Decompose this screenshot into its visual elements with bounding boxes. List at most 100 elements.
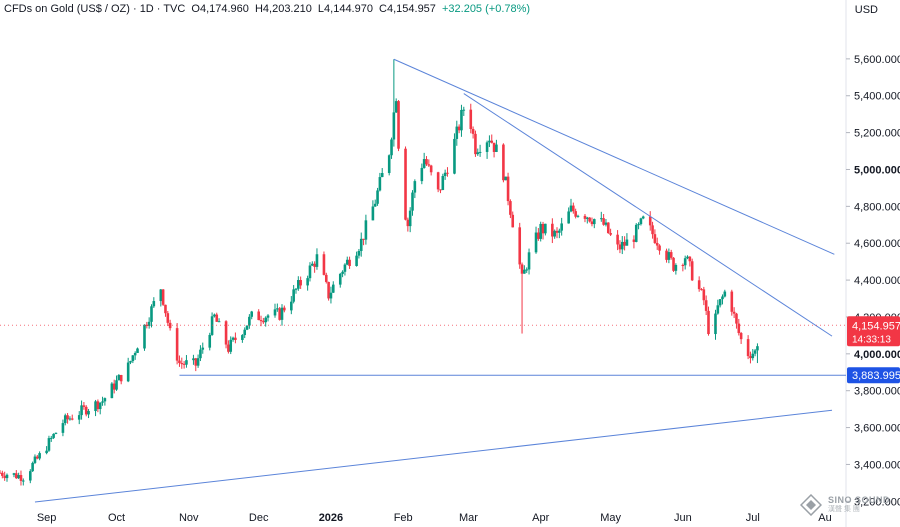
candle-body: [329, 292, 333, 299]
y-tick-label: 5,200.000: [854, 128, 900, 140]
open-letter: O: [191, 3, 200, 15]
candle-body: [87, 411, 90, 415]
candle-body: [583, 215, 587, 219]
candle-body: [31, 462, 34, 472]
candle-body: [690, 261, 694, 281]
candle-body: [688, 256, 692, 262]
candle-body: [716, 305, 720, 314]
candle-body: [264, 317, 267, 323]
x-tick-label: Nov: [179, 512, 199, 524]
candle-body: [639, 218, 643, 225]
candle-body: [119, 374, 123, 382]
candle-body: [136, 348, 139, 353]
candle-body: [574, 211, 577, 217]
candle-body: [178, 360, 181, 364]
candle-body: [397, 101, 400, 149]
candle-body: [308, 265, 312, 279]
candle-body: [714, 313, 717, 335]
candle-body: [537, 232, 540, 239]
candle-body: [63, 415, 67, 424]
candle-body: [112, 383, 116, 390]
candle-body: [168, 322, 172, 329]
open-value: 4,174.960: [199, 3, 249, 15]
candle-body: [241, 335, 244, 340]
x-tick-label: Jul: [746, 512, 760, 524]
watermark-sub: 漢聲 集 團: [828, 506, 860, 513]
candle-body: [683, 258, 687, 266]
candle-body: [310, 263, 314, 266]
candle-body: [215, 314, 219, 322]
candle-body: [299, 280, 302, 286]
candle-body: [553, 230, 556, 237]
candle-body: [15, 473, 18, 479]
candle-body: [658, 245, 661, 251]
countdown-label: 14:33:13: [852, 334, 891, 345]
candle-body: [735, 313, 738, 324]
current-price-label: 4,154.957: [852, 320, 900, 332]
candle-body: [294, 288, 298, 290]
high-letter: H: [254, 3, 263, 15]
candle-body: [101, 401, 104, 403]
x-tick-label: Sep: [37, 512, 57, 524]
candle-body: [674, 264, 678, 271]
candle-body: [313, 263, 316, 267]
candle-body: [511, 214, 515, 228]
candle-body: [485, 142, 489, 152]
currency-label[interactable]: USD: [854, 4, 878, 16]
candle-body: [408, 210, 412, 227]
candle-body: [213, 314, 216, 317]
y-tick-label: 4,000.000: [854, 349, 900, 361]
candle-body: [5, 474, 9, 479]
candle-body: [394, 101, 398, 113]
y-tick-label: 4,400.000: [854, 275, 900, 287]
candle-body: [259, 320, 263, 322]
candle-body: [208, 334, 212, 348]
y-tick-label: 3,600.000: [854, 423, 900, 435]
candle-body: [681, 264, 685, 266]
candle-body: [1, 472, 4, 476]
candle-body: [520, 264, 524, 274]
candle-body: [290, 301, 293, 311]
candle-body: [753, 350, 757, 354]
candle-body: [439, 189, 442, 191]
candle-body: [406, 219, 410, 227]
candle-body: [315, 254, 319, 267]
candle-body: [143, 324, 146, 349]
candle-body: [292, 289, 295, 302]
candle-body: [131, 355, 135, 362]
candle-body: [669, 252, 673, 258]
candle-body: [82, 405, 86, 407]
candle-body: [569, 205, 573, 212]
candle-body: [697, 280, 701, 290]
candle-body: [297, 280, 300, 289]
candle-body: [115, 380, 118, 390]
candle-body: [224, 321, 228, 345]
candle-body: [560, 223, 563, 231]
candle-body: [455, 126, 459, 139]
candle-body: [227, 344, 230, 352]
candle-body: [474, 133, 477, 155]
chart-header: CFDs on Gold (US$ / OZ) · 1D · TVC O4,17…: [4, 3, 533, 15]
x-tick-label: Dec: [249, 512, 269, 524]
candle-body: [387, 155, 391, 174]
candle-body: [166, 313, 170, 323]
candle-body: [327, 281, 330, 299]
candle-body: [756, 346, 759, 351]
candle-body: [243, 329, 247, 336]
candle-body: [362, 238, 365, 240]
candle-body: [625, 239, 629, 246]
candle-body: [502, 144, 505, 181]
high-value: 4,203.210: [262, 3, 312, 15]
candle-body: [641, 216, 645, 219]
candle-body: [730, 291, 734, 312]
candle-body: [634, 224, 638, 242]
candle-body: [606, 222, 610, 234]
candle-body: [604, 222, 608, 225]
candle-body: [651, 225, 654, 235]
candle-body: [504, 176, 508, 181]
candle-body: [276, 308, 279, 310]
candle-body: [707, 310, 710, 335]
candle-body: [54, 432, 58, 434]
candle-body: [338, 273, 342, 285]
